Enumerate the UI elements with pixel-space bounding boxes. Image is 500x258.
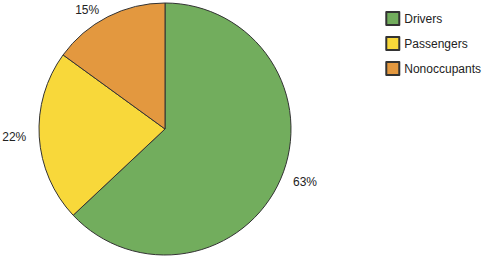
svg-text:15%: 15% — [75, 3, 99, 17]
svg-text:Nonoccupants: Nonoccupants — [404, 62, 481, 76]
svg-text:63%: 63% — [293, 175, 317, 189]
svg-text:Drivers: Drivers — [404, 12, 442, 26]
svg-text:22%: 22% — [2, 130, 26, 144]
svg-text:Passengers: Passengers — [404, 37, 467, 51]
